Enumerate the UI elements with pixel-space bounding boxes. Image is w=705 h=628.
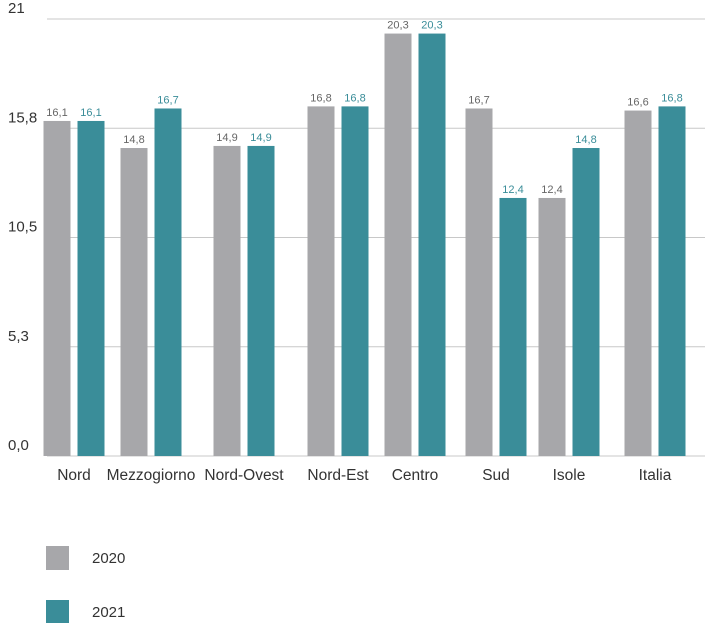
data-label: 16,1 (80, 107, 101, 119)
bar-2021-nord-est (341, 106, 369, 457)
x-tick-label: Nord-Est (307, 467, 369, 484)
data-label: 14,9 (250, 132, 271, 144)
y-tick-label: 21 (8, 0, 25, 17)
data-label: 16,8 (661, 92, 682, 104)
bar-2020-nord (43, 120, 71, 456)
data-labels: 16,1 16,1 14,8 16,7 14,9 14,9 16,8 16,8 20,3 20,3… (46, 20, 682, 196)
data-label: 16,6 (627, 97, 648, 109)
y-tick-label: 15,8 (8, 109, 37, 126)
x-tick-label: Nord (57, 467, 91, 484)
legend-swatch-2021 (46, 600, 69, 624)
legend-label: 2021 (92, 604, 125, 621)
bar-2021-italia (658, 106, 686, 457)
data-label: 16,8 (344, 92, 365, 104)
data-label: 16,7 (157, 94, 178, 106)
bars (43, 33, 686, 457)
data-label: 16,1 (46, 107, 67, 119)
data-label: 14,8 (575, 134, 596, 146)
data-label: 16,8 (310, 92, 331, 104)
bar-2020-italia (624, 110, 652, 457)
x-tick-label: Italia (639, 467, 672, 484)
x-axis-ticks: Nord Mezzogiorno Nord-Ovest Nord-Est Centro S… (57, 467, 672, 484)
legend-label: 2020 (92, 550, 125, 567)
y-axis-ticks: 0,0 5,3 10,5 15,8 21 (8, 0, 37, 454)
y-tick-label: 5,3 (8, 328, 29, 345)
y-tick-label: 0,0 (8, 437, 29, 454)
data-label: 12,4 (541, 184, 562, 196)
bar-2021-centro (418, 33, 446, 457)
y-tick-label: 10,5 (8, 219, 37, 236)
bar-2021-isole (572, 148, 600, 456)
bar-2021-nord (77, 120, 105, 456)
bar-2020-centro (384, 33, 412, 457)
bar-2020-isole (538, 197, 566, 456)
bar-2020-mezzogiorno (120, 148, 148, 456)
x-tick-label: Sud (482, 467, 510, 484)
bar-2021-mezzogiorno (154, 108, 182, 456)
x-tick-label: Isole (553, 467, 586, 484)
data-label: 14,8 (123, 134, 144, 146)
data-label: 14,9 (216, 132, 237, 144)
data-label: 12,4 (502, 184, 523, 196)
legend: 2020 2021 (46, 546, 125, 624)
x-tick-label: Nord-Ovest (204, 467, 284, 484)
x-tick-label: Centro (392, 467, 439, 484)
data-label: 20,3 (387, 20, 408, 32)
bar-2021-sud (499, 197, 527, 456)
data-label: 16,7 (468, 94, 489, 106)
bar-2020-sud (465, 108, 493, 456)
bar-2020-nord-est (307, 106, 335, 457)
bar-2021-nord-ovest (247, 145, 275, 456)
x-tick-label: Mezzogiorno (107, 467, 196, 484)
bar-2020-nord-ovest (213, 145, 241, 456)
data-label: 20,3 (421, 20, 442, 32)
legend-swatch-2020 (46, 546, 69, 570)
